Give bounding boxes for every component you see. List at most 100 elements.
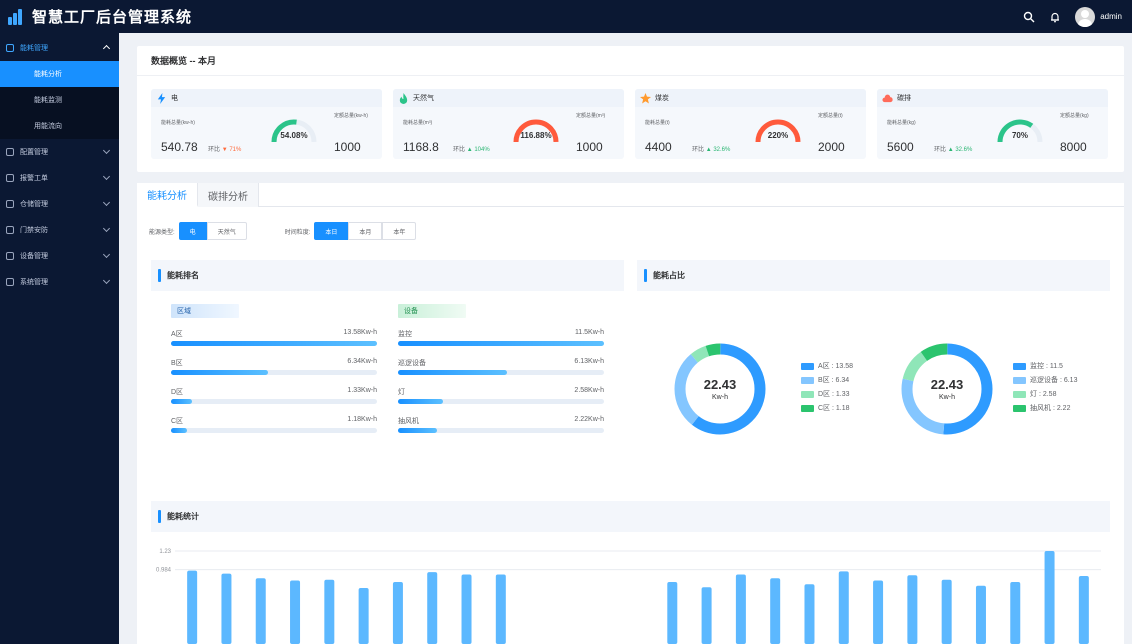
menu-warehouse[interactable]: 仓储管理 — [0, 191, 119, 217]
cloud-icon — [882, 94, 893, 102]
ranking-value: 6.34Kw-h — [347, 358, 377, 365]
menu-energy[interactable]: 能耗管理 — [0, 35, 119, 61]
quota-value: 8000 — [1060, 140, 1087, 154]
device-icon — [6, 252, 14, 260]
total-value: 4400 — [645, 140, 672, 154]
chart-bar — [495, 574, 506, 644]
chart-bar — [392, 582, 403, 644]
legend-item: 灯 : 2.58 — [1013, 387, 1077, 401]
avatar — [1075, 6, 1096, 27]
y-tick-label: 0.984 — [156, 568, 172, 574]
energy-type-electricity-button[interactable]: 电 — [178, 222, 207, 240]
chart-bar — [941, 579, 952, 644]
ranking-value: 2.22Kw-h — [574, 416, 604, 423]
app-title: 智慧工厂后台管理系统 — [32, 8, 193, 26]
ranking-row: 巡逻设备 6.13Kw-h — [398, 358, 604, 382]
legend-swatch — [1013, 390, 1026, 398]
chart-bar — [290, 580, 301, 644]
chart-bar — [221, 573, 232, 644]
menu-label: 设备管理 — [20, 253, 48, 260]
donut-unit: Kw-h — [939, 394, 955, 401]
overview-panel: 数据概览 -- 本月 电 能耗总量(kw-h) 540.78 环比 ▼ 71% … — [137, 46, 1124, 172]
lightning-icon — [157, 92, 166, 104]
time-year-button[interactable]: 本年 — [382, 222, 417, 240]
legend-item: 巡逻设备 : 6.13 — [1013, 373, 1077, 387]
donut-slice — [674, 343, 766, 435]
search-icon[interactable] — [1023, 11, 1035, 23]
document-icon — [6, 174, 14, 182]
sidebar: 能耗管理 能耗分析 能耗监测 用能流向 配置管理 报警工单 仓储管理 门禁安防 … — [0, 33, 119, 644]
user-menu[interactable]: admin — [1075, 6, 1122, 27]
ranking-row: 抽风机 2.22Kw-h — [398, 416, 604, 440]
quota-label: 定额总量(m³) — [576, 113, 606, 119]
legend-label: 抽风机 : 2.22 — [1030, 405, 1071, 412]
chevron-down-icon — [102, 276, 111, 285]
ranking-row: B区 6.34Kw-h — [171, 358, 377, 382]
menu-device[interactable]: 设备管理 — [0, 243, 119, 269]
card-name: 碳排 — [897, 95, 911, 102]
card-carbon: 碳排 能耗总量(kg) 5600 环比 ▲ 32.6% 70% 定额总量(kg)… — [877, 89, 1108, 159]
legend-swatch — [801, 362, 814, 370]
time-month-button[interactable]: 本月 — [348, 222, 383, 240]
ranking-name: B区 — [171, 360, 183, 367]
yoy-value: 32.6% — [713, 147, 731, 153]
total-label: 能耗总量(kg) — [887, 120, 916, 126]
menu-config[interactable]: 配置管理 — [0, 139, 119, 165]
donut-slice — [901, 343, 993, 435]
gauge-value: 220% — [768, 131, 788, 140]
gauge-fill — [997, 119, 1034, 143]
ranking-name: 巡逻设备 — [398, 360, 426, 367]
gauge-fill — [513, 119, 559, 143]
submenu-energy-flow[interactable]: 用能流向 — [0, 113, 119, 139]
flame-icon — [399, 92, 408, 104]
logo: 智慧工厂后台管理系统 — [0, 6, 192, 27]
ranking-value: 13.58Kw-h — [343, 329, 377, 336]
ranking-name: 灯 — [398, 389, 405, 396]
ranking-bar — [171, 428, 188, 433]
ranking-row: A区 13.58Kw-h — [171, 329, 377, 353]
ranking-value: 6.13Kw-h — [574, 358, 604, 365]
legend-swatch — [801, 390, 814, 398]
time-granularity-group: 本日 本月 本年 — [314, 222, 417, 240]
device-tag: 设备 — [398, 304, 466, 318]
menu-label: 能耗管理 — [20, 45, 48, 52]
chart-bar — [1044, 551, 1055, 644]
menu-alarm[interactable]: 报警工单 — [0, 165, 119, 191]
legend-item: 抽风机 : 2.22 — [1013, 401, 1077, 415]
ranking-value: 2.58Kw-h — [574, 387, 604, 394]
quota-value: 1000 — [334, 140, 361, 154]
gauge-value: 54.08% — [280, 131, 307, 140]
menu-system[interactable]: 系统管理 — [0, 269, 119, 295]
total-label: 能耗总量(m³) — [403, 120, 433, 126]
chart-bar — [324, 579, 335, 644]
menu-label: 报警工单 — [20, 175, 48, 182]
legend-label: 监控 : 11.5 — [1030, 363, 1063, 370]
total-label: 能耗总量(kw-h) — [161, 120, 195, 126]
chart-bar — [255, 578, 266, 644]
gauge-value: 70% — [1012, 131, 1028, 140]
submenu-energy-analysis[interactable]: 能耗分析 — [0, 61, 119, 87]
legend-label: A区 : 13.58 — [818, 363, 854, 370]
tab-energy-analysis[interactable]: 能耗分析 — [137, 183, 198, 207]
chart-bar — [804, 584, 815, 644]
energy-type-gas-button[interactable]: 天然气 — [206, 222, 247, 240]
time-day-button[interactable]: 本日 — [314, 222, 349, 240]
menu-label: 系统管理 — [20, 279, 48, 286]
area-tag: 区域 — [171, 304, 239, 318]
donut-slice — [901, 343, 993, 435]
ranking-name: D区 — [171, 389, 184, 396]
ranking-bar — [171, 399, 192, 404]
legend-swatch — [801, 404, 814, 412]
bell-icon[interactable] — [1049, 11, 1061, 23]
ranking-bar — [398, 370, 508, 375]
legend-swatch — [1013, 362, 1026, 370]
chart-bar — [427, 572, 438, 644]
menu-label: 仓储管理 — [20, 201, 48, 208]
chart-bar — [735, 574, 746, 644]
chart-bar — [907, 575, 918, 644]
settings-icon — [6, 278, 14, 286]
gear-icon — [6, 148, 14, 156]
menu-access[interactable]: 门禁安防 — [0, 217, 119, 243]
submenu-energy-monitor[interactable]: 能耗监测 — [0, 87, 119, 113]
tab-carbon-analysis[interactable]: 碳排分析 — [198, 183, 259, 207]
